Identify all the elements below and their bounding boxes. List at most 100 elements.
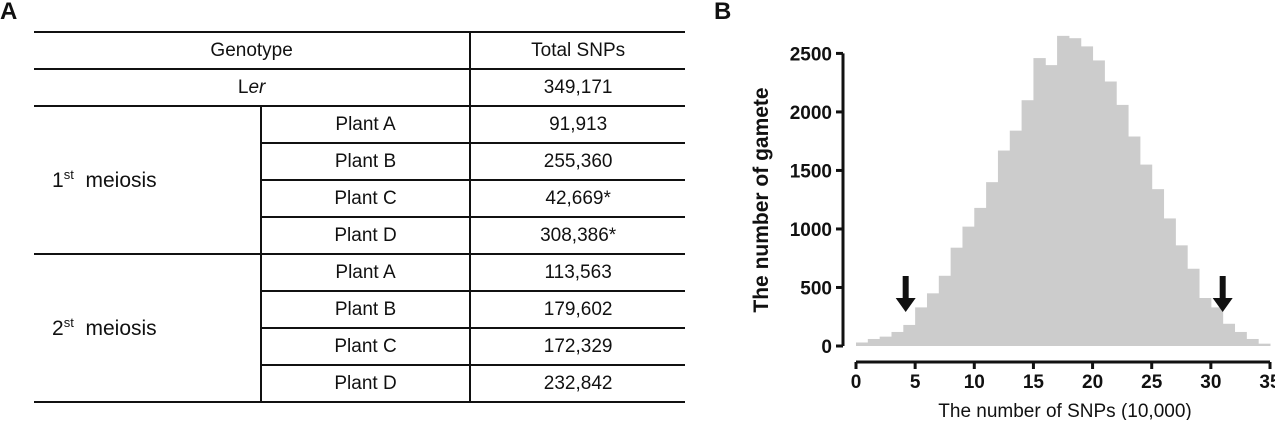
- histogram-bar: [1258, 343, 1271, 346]
- histogram-bar: [1021, 100, 1034, 346]
- histogram-axes: 0 500 1000 1500 2000 2500 0 5 10 15 20 25 30 35: [790, 44, 1275, 393]
- x-tick-label: 15: [1023, 372, 1045, 393]
- histogram-bar: [974, 207, 987, 346]
- y-tick-label: 500: [800, 278, 832, 299]
- panel-label-a: A: [0, 0, 18, 25]
- group-ordinal: 2: [52, 317, 64, 340]
- histogram-bar: [1057, 35, 1070, 346]
- y-axis-label: The number of gamete: [750, 87, 773, 312]
- x-tick-label: 35: [1259, 372, 1275, 393]
- table-header-row: Genotype Total SNPs: [34, 31, 685, 70]
- ler-prefix: L: [237, 76, 249, 98]
- y-tick-label: 1500: [790, 161, 832, 182]
- group-ordinal: 1: [52, 169, 64, 192]
- y-tick-label: 0: [821, 337, 832, 358]
- ler-total: 349,171: [469, 69, 685, 107]
- histogram-bar: [1222, 323, 1236, 346]
- header-total-snps: Total SNPs: [469, 31, 685, 70]
- snp-total: 91,913: [469, 106, 685, 144]
- table-row: Plant C 42,669*: [34, 180, 685, 218]
- plant-name: Plant B: [259, 291, 471, 329]
- plant-name: Plant C: [259, 328, 471, 366]
- snp-total: 179,602: [469, 291, 685, 329]
- histogram-bar: [891, 331, 904, 346]
- group-second-meiosis: 2st meiosis: [34, 254, 261, 403]
- table-row: Plant B 179,602: [34, 291, 685, 329]
- x-axis-label: The number of SNPs (10,000): [938, 401, 1191, 420]
- x-tick-label: 0: [851, 372, 862, 393]
- histogram-bar: [879, 336, 892, 346]
- table-row: 1st meiosis Plant A 91,913: [34, 106, 685, 255]
- snp-total: 232,842: [469, 365, 685, 403]
- histogram-bar: [986, 182, 999, 346]
- plant-name: Plant A: [259, 106, 471, 144]
- snp-total: 172,329: [469, 328, 685, 366]
- histogram-bar: [903, 324, 916, 346]
- histogram-arrows: [895, 276, 1233, 312]
- x-tick-label: 25: [1141, 372, 1163, 393]
- x-tick-label: 30: [1200, 372, 1221, 393]
- histogram-bar: [915, 307, 928, 346]
- y-tick-label: 1000: [790, 220, 832, 241]
- plant-name: Plant D: [259, 217, 471, 255]
- histogram-bar: [1163, 218, 1176, 346]
- group-ordinal-sup: st: [63, 315, 74, 330]
- group-label: meiosis: [85, 169, 157, 192]
- plant-name: Plant D: [259, 365, 471, 403]
- histogram-bar: [867, 338, 881, 346]
- table-row: Plant C 172,329: [34, 328, 685, 366]
- histogram-bar: [1068, 38, 1082, 346]
- ler-italic: er: [248, 76, 266, 98]
- header-genotype: Genotype: [34, 31, 471, 70]
- x-tick-label: 5: [910, 372, 921, 393]
- histogram-bar: [926, 293, 940, 346]
- y-tick-label: 2000: [790, 103, 832, 124]
- histogram-bar: [1246, 338, 1259, 346]
- histogram-bar: [1210, 307, 1224, 346]
- histogram-bar: [1128, 136, 1141, 346]
- plant-name: Plant C: [259, 180, 471, 218]
- snp-total: 113,563: [469, 254, 685, 292]
- arrow-down-icon: [895, 276, 916, 312]
- group-label: meiosis: [85, 317, 157, 340]
- table-row: Plant D 232,842: [34, 365, 685, 403]
- histogram-bar: [1199, 298, 1212, 346]
- histogram-bar: [1139, 164, 1153, 346]
- table-row: 2st meiosis Plant A 113,563: [34, 254, 685, 403]
- x-tick-label: 20: [1082, 372, 1103, 393]
- panel-label-b: B: [714, 0, 732, 25]
- table-row: Plant B 255,360: [34, 143, 685, 181]
- histogram-bar: [1175, 245, 1188, 346]
- table-row-ler: Ler 349,171: [34, 69, 685, 107]
- histogram-bar: [1080, 46, 1094, 346]
- histogram-bar: [1116, 104, 1129, 346]
- histogram-bar: [1187, 268, 1200, 346]
- histogram-bar: [1045, 65, 1058, 346]
- histogram-bar: [997, 150, 1011, 346]
- table-row: Plant D 308,386*: [34, 217, 685, 255]
- plant-name: Plant A: [259, 254, 471, 292]
- histogram-bar: [1092, 60, 1105, 347]
- histogram-bar: [1234, 331, 1247, 346]
- histogram-bar: [938, 275, 952, 346]
- histogram-bar: [856, 342, 869, 346]
- arrow-down-icon: [1212, 276, 1233, 312]
- group-first-meiosis: 1st meiosis: [34, 106, 261, 255]
- histogram-bar: [950, 247, 963, 346]
- y-tick-label: 2500: [790, 44, 832, 65]
- snp-table: Genotype Total SNPs Ler 349,171 1st meio…: [34, 31, 685, 403]
- plant-name: Plant B: [259, 143, 471, 181]
- snp-total: 42,669*: [469, 180, 685, 218]
- histogram-bar: [1151, 189, 1165, 346]
- histogram-bar: [1009, 130, 1023, 346]
- x-tick-label: 10: [964, 372, 985, 393]
- snp-histogram: 0 500 1000 1500 2000 2500 0 5 10 15 20 25 30 35 The n…: [750, 35, 1275, 420]
- group-ordinal-sup: st: [63, 167, 74, 182]
- snp-total: 255,360: [469, 143, 685, 181]
- histogram-bar: [1033, 58, 1046, 346]
- histogram-bar: [1104, 81, 1117, 347]
- histogram-bars: [856, 35, 1271, 347]
- snp-total: 308,386*: [469, 217, 685, 255]
- histogram-bar: [962, 226, 975, 346]
- ler-genotype: Ler: [34, 69, 471, 107]
